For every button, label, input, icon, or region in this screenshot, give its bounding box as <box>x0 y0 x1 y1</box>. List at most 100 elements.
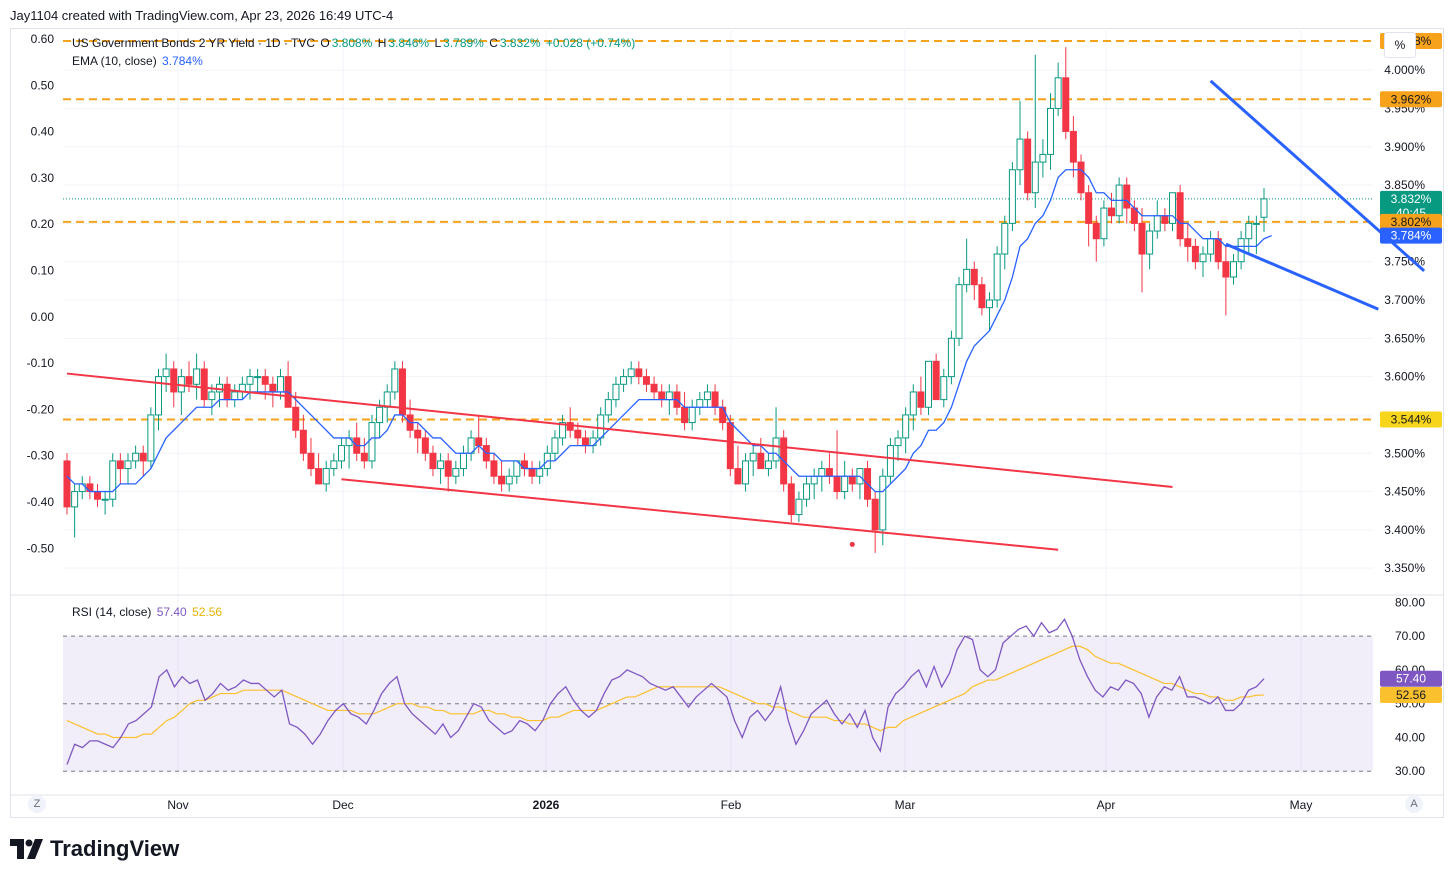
ema-value: 3.784% <box>162 54 203 68</box>
candle-body <box>109 460 117 500</box>
candle-body <box>1123 184 1131 209</box>
candle-body <box>597 414 605 439</box>
candle-body <box>1024 138 1032 194</box>
candle-body <box>757 452 765 470</box>
legend-symbol[interactable]: US Government Bonds 2 YR Yield · 1D · TV… <box>72 36 315 50</box>
candle-body <box>330 460 338 470</box>
candle-body <box>581 437 589 447</box>
legend-open-label: O <box>320 36 330 50</box>
candle-body <box>315 468 323 485</box>
price-label-text: 3.544% <box>1391 413 1432 427</box>
left-axis-tick-label: -0.10 <box>27 356 55 370</box>
marker-dot <box>849 541 855 547</box>
candle-body <box>1062 77 1070 132</box>
candle-body <box>498 475 506 485</box>
candle-body <box>909 391 917 416</box>
candle-body <box>696 399 704 408</box>
legend-change: +0.028 (+0.74%) <box>545 36 636 50</box>
candle-body <box>139 452 147 462</box>
symbol-legend[interactable]: US Government Bonds 2 YR Yield · 1D · TV… <box>72 36 637 50</box>
candle-body <box>307 452 315 470</box>
tradingview-logo-text: TradingView <box>50 836 180 861</box>
candle-body <box>345 437 353 447</box>
candle-body <box>1008 169 1016 224</box>
candle-body <box>825 468 833 477</box>
candle-body <box>475 437 483 447</box>
price-axis-tick-label: 3.900% <box>1384 140 1425 154</box>
price-label-box <box>1380 411 1442 428</box>
price-axis-tick-label: 3.400% <box>1384 523 1425 537</box>
price-label-text: 3.802% <box>1391 215 1432 229</box>
candle-body <box>132 452 140 462</box>
candle-body <box>1016 138 1024 171</box>
candle-body <box>589 437 597 447</box>
tradingview-logo: TradingView <box>10 836 179 862</box>
candle-body <box>925 360 933 408</box>
time-axis-label: Mar <box>895 798 916 812</box>
trendline <box>1225 242 1379 311</box>
candle-body <box>978 284 986 309</box>
legend-close-value: 3.832% <box>499 36 541 50</box>
price-label-box <box>1380 227 1442 244</box>
candle-body <box>620 376 628 385</box>
candle-body <box>246 376 254 385</box>
candle-body <box>650 383 658 393</box>
candle-body <box>749 452 757 462</box>
candle-body <box>772 437 780 462</box>
candle-body <box>848 475 856 485</box>
candle-body <box>414 429 422 439</box>
candle-body <box>627 368 635 378</box>
percent-scale-button[interactable]: % <box>1384 32 1416 58</box>
candle-body <box>551 437 559 454</box>
candle-body <box>970 268 978 286</box>
rsi-label: RSI (14, close) <box>72 605 152 619</box>
time-axis-label: Nov <box>167 798 188 812</box>
price-label-text: 3.784% <box>1391 229 1432 243</box>
candle-body <box>154 376 162 416</box>
candle-body <box>1230 261 1238 278</box>
rsi-legend[interactable]: RSI (14, close) 57.40 52.56 <box>72 605 224 619</box>
rsi-axis-tick-label: 70.00 <box>1395 629 1425 643</box>
goto-start-button[interactable]: Z <box>28 795 46 813</box>
candle-body <box>101 498 109 501</box>
ema-legend[interactable]: EMA (10, close) 3.784% <box>72 54 205 68</box>
price-axis-tick-label: 4.000% <box>1384 63 1425 77</box>
candle-body <box>566 422 574 431</box>
candle-body <box>1138 222 1146 255</box>
candle-body <box>810 475 818 485</box>
candle-body <box>665 391 673 401</box>
candle-body <box>185 376 193 385</box>
rsi-line <box>66 618 1265 765</box>
candle-body <box>742 460 750 485</box>
candle-body <box>93 491 101 500</box>
candle-body <box>86 483 94 493</box>
candle-body <box>1214 238 1222 263</box>
legend-low-label: L <box>434 36 442 50</box>
candle-body <box>276 376 284 393</box>
candle-body <box>658 391 666 401</box>
candle-body <box>208 391 216 401</box>
trendline <box>66 372 1173 488</box>
candle-body <box>1260 198 1268 218</box>
legend-high-value: 3.846% <box>388 36 430 50</box>
candle-body <box>71 491 79 508</box>
candle-body <box>1092 222 1100 240</box>
rsi-value: 57.40 <box>156 605 187 619</box>
candle-body <box>818 468 826 477</box>
candle-body <box>269 383 277 393</box>
candle-body <box>986 299 994 309</box>
candle-body <box>932 360 940 401</box>
candle-body <box>1161 215 1169 224</box>
chart-canvas[interactable]: 0.60 0.50 0.40 0.30 0.20 0.10 0.00 -0.10 -0.20 -0… <box>10 28 1444 818</box>
candle-body <box>711 391 719 408</box>
candle-body <box>1100 207 1108 240</box>
rsi-axis-tick-label: 30.00 <box>1395 764 1425 778</box>
candle-body <box>528 468 536 477</box>
candle-body <box>383 391 391 408</box>
ema-label: EMA (10, close) <box>72 54 157 68</box>
auto-scale-button[interactable]: A <box>1405 795 1423 813</box>
candle-body <box>421 437 429 454</box>
price-label-text: 3.832% <box>1391 192 1432 206</box>
candle-body <box>490 460 498 477</box>
candle-body <box>452 468 460 477</box>
